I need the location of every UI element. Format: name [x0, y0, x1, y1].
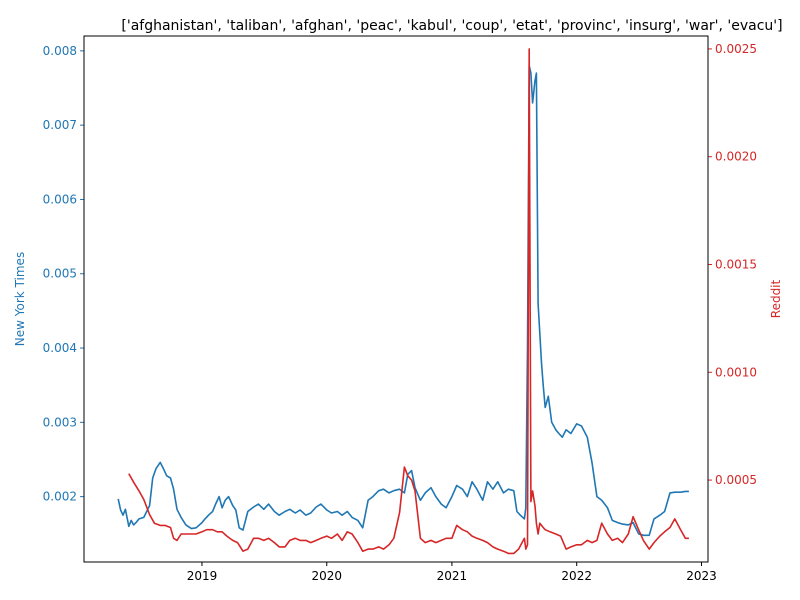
left-y-tick-label: 0.007	[43, 118, 77, 132]
right-axis-label: Reddit	[769, 279, 783, 318]
plot-area	[117, 48, 689, 555]
right-y-tick-label: 0.0020	[715, 150, 757, 164]
left-y-tick-label: 0.002	[43, 490, 77, 504]
left-axis-label: New York Times	[13, 252, 27, 346]
plot-frame	[83, 35, 709, 563]
series-line-new-york-times	[117, 64, 689, 537]
right-y-axis: 0.0005 0.0010 0.0015 0.0020 0.0025	[708, 42, 757, 487]
series-line-reddit	[128, 48, 689, 555]
x-tick-label: 2023	[686, 569, 717, 583]
x-tick-label: 2022	[561, 569, 592, 583]
left-y-tick-label: 0.004	[43, 341, 77, 355]
x-axis: 2019 2020 2021 2022 2023	[187, 562, 717, 583]
x-tick-label: 2019	[187, 569, 218, 583]
left-y-axis: 0.002 0.003 0.004 0.005 0.006 0.007 0.008	[43, 44, 84, 504]
chart-title: ['afghanistan', 'taliban', 'afghan', 'pe…	[121, 18, 782, 34]
left-y-tick-label: 0.003	[43, 415, 77, 429]
left-y-tick-label: 0.006	[43, 192, 77, 206]
right-y-tick-label: 0.0005	[715, 473, 757, 487]
x-tick-label: 2021	[437, 569, 468, 583]
right-y-tick-label: 0.0025	[715, 42, 757, 56]
left-y-tick-label: 0.005	[43, 267, 77, 281]
right-y-tick-label: 0.0015	[715, 258, 757, 272]
right-y-tick-label: 0.0010	[715, 365, 757, 379]
left-y-tick-label: 0.008	[43, 44, 77, 58]
x-tick-label: 2020	[311, 569, 342, 583]
